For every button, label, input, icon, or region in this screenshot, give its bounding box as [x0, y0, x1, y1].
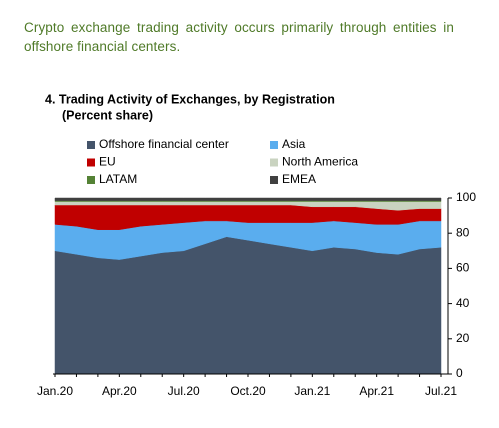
y-tick-label: 40: [456, 296, 470, 310]
y-tick-label: 100: [456, 190, 476, 204]
legend-swatch: [270, 141, 278, 149]
y-tick-label: 60: [456, 261, 470, 275]
legend-swatch: [87, 158, 95, 167]
x-tick-label: Oct.20: [230, 384, 266, 398]
legend-label: Asia: [282, 137, 306, 151]
intro-text: Crypto exchange trading activity occurs …: [24, 20, 454, 54]
x-tick-label: Apr.20: [102, 384, 137, 398]
legend-swatch: [87, 176, 95, 184]
legend-label: EU: [99, 155, 116, 169]
legend-label: North America: [282, 155, 358, 169]
x-tick-label: Jan.20: [37, 384, 73, 398]
x-tick-label: Jul.20: [168, 384, 200, 398]
legend-swatch: [87, 141, 95, 149]
legend-swatch: [270, 176, 278, 184]
y-tick-label: 0: [456, 366, 463, 380]
y-tick-label: 80: [456, 225, 470, 239]
legend-label: Offshore financial center: [99, 137, 229, 151]
chart-subtitle: (Percent share): [62, 108, 153, 122]
legend-label: LATAM: [99, 172, 137, 186]
legend-swatch: [270, 158, 278, 167]
area: [54, 197, 442, 201]
chart-title: 4. Trading Activity of Exchanges, by Reg…: [45, 92, 335, 106]
x-tick-label: Apr.21: [359, 384, 394, 398]
legend-label: EMEA: [282, 172, 316, 186]
x-tick-label: Jul.21: [425, 384, 457, 398]
y-tick-label: 20: [456, 331, 470, 345]
x-tick-label: Jan.21: [294, 384, 330, 398]
